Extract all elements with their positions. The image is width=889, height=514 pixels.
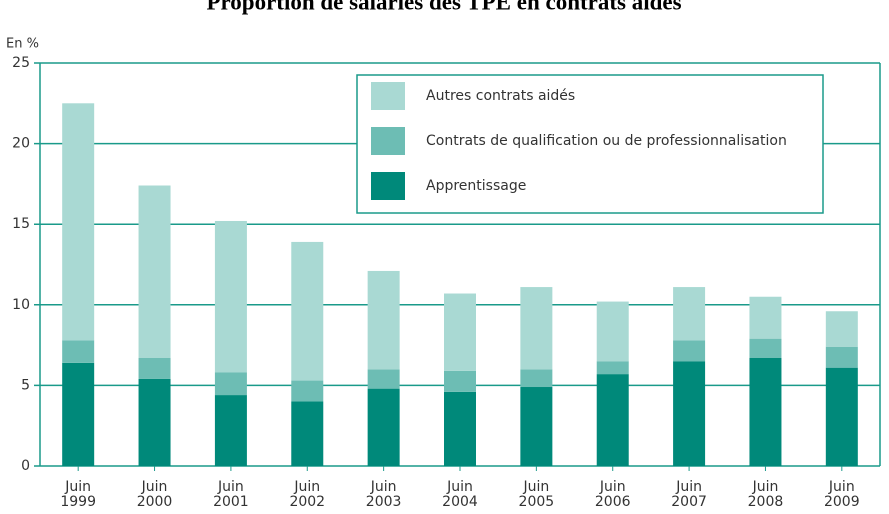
bar-segment	[367, 369, 400, 389]
x-tick-label: Juin 1999	[60, 479, 96, 510]
x-tick-label: Juin 2003	[365, 479, 402, 510]
bar-segment	[520, 387, 553, 466]
x-tick-label: Juin 2001	[213, 479, 249, 510]
y-tick-label: 20	[12, 136, 30, 152]
y-tick-label: 5	[21, 377, 30, 393]
bar-segment	[596, 301, 629, 362]
legend-label: Contrats de qualification ou de professi…	[426, 133, 787, 149]
bar-segment	[367, 388, 400, 466]
bar-segment	[62, 103, 95, 341]
legend-box	[356, 74, 824, 214]
y-tick-label: 0	[21, 458, 30, 474]
x-tick-label: Juin 2009	[823, 479, 860, 510]
x-tick-label: Juin 2008	[747, 479, 784, 510]
x-tick-label: Juin 2000	[136, 479, 173, 510]
bar-segment	[214, 395, 247, 466]
legend-swatch	[371, 127, 405, 155]
bar-segment	[444, 391, 476, 466]
bar-segment	[138, 378, 171, 466]
y-tick-label: 10	[12, 297, 30, 313]
bar-segment	[520, 369, 553, 388]
bar-segment	[214, 372, 247, 396]
bar-segment	[444, 370, 476, 392]
bar-segment	[291, 401, 324, 466]
bar-segment	[825, 311, 858, 347]
bar-segment	[825, 346, 858, 368]
y-tick-label: 15	[12, 216, 30, 232]
x-tick-label: Juin 2006	[594, 479, 631, 510]
bar-segment	[291, 380, 324, 402]
legend-label: Autres contrats aidés	[426, 88, 575, 104]
y-axis-label: En %	[6, 37, 39, 52]
bar-segment	[749, 296, 782, 339]
legend-label: Apprentissage	[426, 178, 526, 194]
x-tick-label: Juin 2002	[289, 479, 326, 510]
bar-segment	[749, 338, 782, 358]
bar-segment	[520, 287, 553, 370]
bar-segment	[596, 361, 629, 375]
bar-segment	[138, 185, 171, 358]
y-tick-label: 25	[12, 55, 30, 71]
bar-segment	[825, 367, 858, 466]
chart-title: Proportion de salariés des TPE en contra…	[206, 0, 681, 14]
legend-swatch	[371, 172, 405, 200]
bar-segment	[444, 293, 476, 371]
bar-segment	[62, 340, 95, 363]
bar-segment	[138, 357, 171, 379]
bar-segment	[673, 361, 706, 466]
x-tick-label: Juin 2004	[442, 479, 478, 510]
x-tick-label: Juin 2005	[518, 479, 555, 510]
bar-segment	[291, 241, 324, 381]
bar-segment	[673, 287, 706, 341]
bar-segment	[596, 374, 629, 466]
legend-swatch	[371, 82, 405, 110]
bar-segment	[673, 340, 706, 362]
bar-segment	[62, 362, 95, 466]
bar-segment	[749, 357, 782, 466]
x-tick-label: Juin 2007	[671, 479, 707, 510]
bar-segment	[367, 270, 400, 370]
bar-segment	[214, 220, 247, 373]
